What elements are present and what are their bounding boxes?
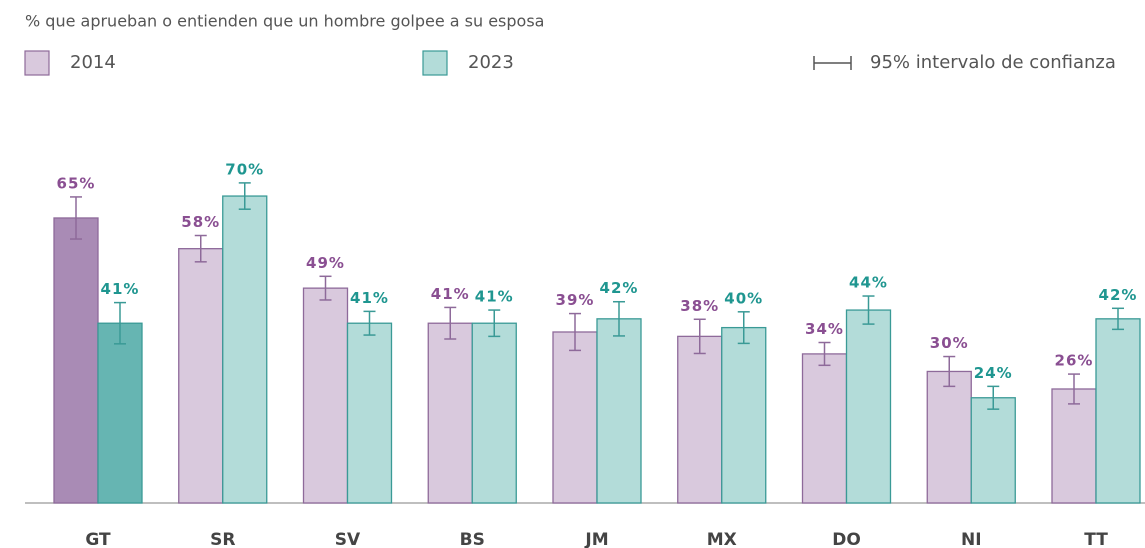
error-bar (987, 385, 1000, 410)
value-label: 24% (974, 364, 1013, 382)
bar (677, 335, 723, 504)
legend-swatch (24, 50, 50, 76)
error-bar (1112, 307, 1124, 331)
error-legend-label: 95% intervalo de confianza (870, 52, 1116, 73)
value-label: 38% (680, 297, 719, 315)
value-label: 44% (849, 274, 888, 292)
value-label: 70% (225, 160, 264, 178)
error-bar (114, 301, 126, 345)
bar (1095, 318, 1141, 504)
x-tick-label: SR (210, 530, 235, 548)
bar (1051, 388, 1097, 504)
x-tick-label: SV (335, 530, 361, 548)
chart-title: % que aprueban o entienden que un hombre… (25, 12, 544, 31)
x-tick-label: TT (1084, 530, 1108, 548)
value-label: 40% (724, 289, 763, 307)
value-label: 49% (306, 254, 345, 272)
bar (302, 287, 349, 504)
error-bar (194, 234, 207, 263)
value-label: 41% (350, 289, 389, 307)
bar (222, 195, 268, 504)
x-tick-label: DO (832, 530, 861, 548)
error-bar (693, 318, 706, 355)
value-label: 30% (930, 334, 969, 352)
legend-label: 2023 (468, 52, 514, 73)
value-label: 26% (1055, 352, 1094, 370)
bar (552, 331, 598, 504)
error-bar (238, 182, 251, 210)
bar (596, 318, 642, 504)
bar (801, 353, 848, 504)
error-bar (613, 300, 625, 337)
error-legend-icon (813, 56, 852, 70)
error-bar (569, 312, 581, 352)
bar (97, 322, 143, 504)
value-label: 42% (1099, 286, 1138, 304)
value-label: 39% (556, 291, 595, 309)
error-bar (1068, 373, 1080, 405)
error-bar (737, 311, 750, 345)
x-tick-label: BS (460, 530, 485, 548)
legend-label: 2014 (70, 52, 116, 73)
error-bar (862, 295, 875, 325)
error-bar (363, 310, 376, 336)
bar (346, 322, 393, 504)
x-tick-label: JM (584, 530, 608, 548)
value-label: 42% (600, 279, 639, 297)
bar (721, 326, 767, 504)
bar (427, 322, 473, 504)
bar (471, 322, 517, 504)
error-bar (70, 196, 82, 240)
bar (53, 217, 99, 504)
x-tick-label: GT (85, 530, 111, 548)
bar (845, 309, 892, 504)
error-bar (488, 309, 501, 338)
error-bar (444, 306, 457, 340)
value-label: 58% (181, 213, 220, 231)
value-label: 41% (101, 280, 140, 298)
value-label: 65% (57, 174, 96, 192)
x-tick-label: NI (961, 530, 982, 548)
bar (178, 248, 224, 504)
error-bar (818, 341, 831, 367)
value-label: 41% (431, 285, 470, 303)
legend-swatch (422, 50, 448, 76)
value-label: 34% (805, 320, 844, 338)
bar (926, 370, 972, 504)
bar (970, 397, 1016, 504)
x-tick-label: MX (707, 530, 737, 548)
error-bar (319, 275, 332, 301)
value-label: 41% (475, 288, 514, 306)
error-bar (943, 355, 956, 388)
